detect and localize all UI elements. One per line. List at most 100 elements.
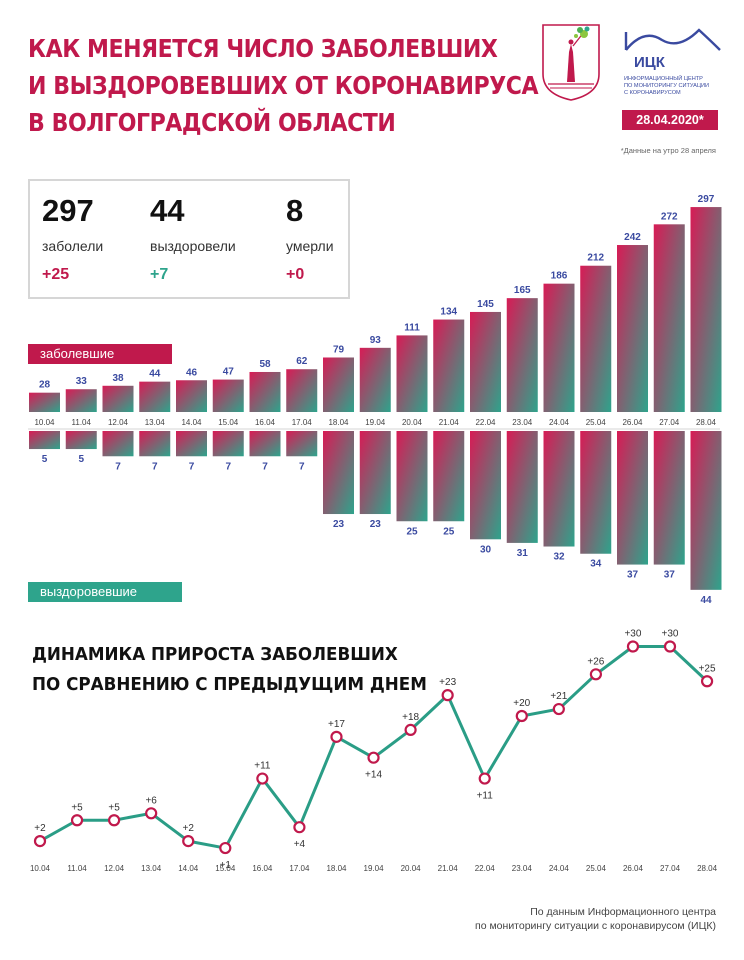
bar-sick bbox=[396, 335, 428, 412]
bar-sick bbox=[29, 392, 60, 412]
bar-date-label: 21.04 bbox=[439, 418, 460, 427]
bar-recovered bbox=[359, 431, 391, 515]
bar-recovered-label: 34 bbox=[590, 559, 602, 570]
bar-sick-label: 28 bbox=[39, 380, 51, 391]
growth-value-label: +14 bbox=[365, 770, 382, 781]
bar-sick bbox=[139, 381, 171, 412]
bar-date-label: 28.04 bbox=[696, 418, 717, 427]
bar-recovered-label: 37 bbox=[627, 570, 639, 581]
bar-sick bbox=[433, 319, 465, 412]
bar-recovered-label: 30 bbox=[480, 544, 492, 555]
bar-sick-label: 62 bbox=[296, 356, 308, 367]
title-line-1: КАК МЕНЯЕТСЯ ЧИСЛО ЗАБОЛЕВШИХ bbox=[28, 34, 498, 63]
growth-value-label: +23 bbox=[439, 677, 456, 688]
bar-recovered bbox=[470, 431, 501, 540]
bar-recovered bbox=[286, 431, 318, 457]
line-chart-title-line-2: ПО СРАВНЕНИЮ С ПРЕДЫДУЩИМ ДНЕМ bbox=[32, 674, 427, 695]
growth-date-label: 10.04 bbox=[30, 864, 51, 873]
bar-sick-label: 145 bbox=[477, 299, 494, 310]
bar-date-label: 11.04 bbox=[72, 418, 92, 427]
growth-date-label: 16.04 bbox=[252, 864, 273, 873]
bar-sick bbox=[617, 245, 648, 412]
source-note: По данным Информационного центра по мони… bbox=[475, 905, 716, 933]
bar-date-label: 14.04 bbox=[181, 418, 202, 427]
growth-point bbox=[70, 814, 84, 827]
growth-value-label: +5 bbox=[71, 802, 83, 813]
bar-recovered bbox=[506, 431, 538, 543]
bar-date-label: 10.04 bbox=[34, 418, 55, 427]
bar-sick-label: 44 bbox=[149, 369, 161, 380]
bar-sick bbox=[176, 380, 207, 412]
bar-recovered bbox=[65, 431, 97, 450]
bar-sick bbox=[102, 385, 134, 412]
bar-recovered bbox=[580, 431, 612, 554]
bar-recovered-label: 7 bbox=[225, 461, 231, 472]
bar-recovered-label: 31 bbox=[517, 548, 529, 559]
bar-recovered bbox=[102, 431, 134, 457]
bar-sick-label: 111 bbox=[404, 322, 420, 333]
bar-recovered-label: 25 bbox=[406, 526, 418, 537]
bar-date-label: 22.04 bbox=[475, 418, 496, 427]
bar-date-label: 26.04 bbox=[622, 418, 643, 427]
bar-recovered bbox=[543, 431, 575, 547]
bar-recovered-label: 7 bbox=[262, 461, 268, 472]
growth-date-label: 13.04 bbox=[141, 864, 162, 873]
bar-date-label: 20.04 bbox=[402, 418, 423, 427]
stat-dead-value: 8 bbox=[286, 193, 304, 228]
growth-date-label: 24.04 bbox=[549, 864, 570, 873]
growth-value-label: +20 bbox=[513, 698, 530, 709]
growth-value-label: +17 bbox=[328, 719, 345, 730]
bar-sick-label: 46 bbox=[186, 367, 198, 378]
growth-value-label: +5 bbox=[108, 802, 120, 813]
bar-date-label: 13.04 bbox=[145, 418, 166, 427]
stat-recovered-value: 44 bbox=[150, 193, 185, 228]
stat-dead-label: умерли bbox=[286, 238, 334, 254]
growth-value-label: +4 bbox=[294, 839, 306, 850]
line-chart-title: ДИНАМИКА ПРИРОСТА ЗАБОЛЕВШИХ ПО СРАВНЕНИ… bbox=[32, 640, 427, 700]
bar-recovered-label: 7 bbox=[115, 461, 121, 472]
growth-value-label: +21 bbox=[550, 691, 567, 702]
legend-sick-badge: заболевшие bbox=[28, 344, 172, 364]
page-title: КАК МЕНЯЕТСЯ ЧИСЛО ЗАБОЛЕВШИХ И ВЫЗДОРОВ… bbox=[28, 30, 539, 141]
bar-recovered bbox=[433, 431, 465, 522]
bar-recovered-label: 7 bbox=[189, 461, 195, 472]
legend-recovered-badge: выздоровевшие bbox=[28, 582, 182, 602]
bar-date-label: 15.04 bbox=[218, 418, 239, 427]
growth-date-label: 28.04 bbox=[697, 864, 718, 873]
growth-value-label: +30 bbox=[662, 629, 679, 640]
growth-point bbox=[108, 814, 121, 827]
bar-sick-label: 33 bbox=[76, 376, 88, 387]
bar-sick-label: 47 bbox=[223, 367, 235, 378]
bar-recovered bbox=[396, 431, 428, 522]
ick-logo: ИЦК ИНФОРМАЦИОННЫЙ ЦЕНТР ПО МОНИТОРИНГУ … bbox=[624, 28, 724, 103]
bar-recovered-label: 5 bbox=[42, 454, 48, 465]
stat-recovered-label: выздоровели bbox=[150, 238, 236, 254]
volgograd-emblem-icon bbox=[542, 24, 600, 101]
bar-date-label: 19.04 bbox=[365, 418, 386, 427]
bar-recovered-label: 7 bbox=[152, 461, 158, 472]
growth-point bbox=[367, 751, 380, 764]
bar-date-label: 23.04 bbox=[512, 418, 533, 427]
growth-point bbox=[404, 723, 417, 737]
bar-date-label: 12.04 bbox=[108, 418, 129, 427]
title-line-3: В ВОЛГОГРАДСКОЙ ОБЛАСТИ bbox=[28, 108, 396, 137]
bar-date-label: 17.04 bbox=[292, 418, 313, 427]
growth-date-label: 20.04 bbox=[401, 864, 422, 873]
bar-sick bbox=[506, 298, 538, 412]
growth-point bbox=[256, 772, 269, 785]
growth-value-label: +18 bbox=[402, 712, 419, 723]
stat-sick-label: заболели bbox=[42, 238, 104, 254]
summary-box: 297 заболели +25 44 выздоровели +7 8 уме… bbox=[28, 179, 350, 299]
growth-date-label: 19.04 bbox=[364, 864, 385, 873]
growth-point bbox=[33, 834, 47, 848]
growth-point bbox=[219, 841, 232, 855]
bar-recovered-label: 32 bbox=[553, 552, 565, 563]
source-line-2: по мониторингу ситуации с коронавирусом … bbox=[475, 920, 716, 932]
bar-sick-label: 272 bbox=[661, 211, 678, 222]
bar-sick bbox=[580, 265, 612, 412]
growth-date-label: 21.04 bbox=[438, 864, 459, 873]
bar-sick bbox=[323, 357, 354, 412]
growth-date-label: 11.04 bbox=[67, 864, 87, 873]
growth-value-label: +30 bbox=[624, 629, 641, 640]
